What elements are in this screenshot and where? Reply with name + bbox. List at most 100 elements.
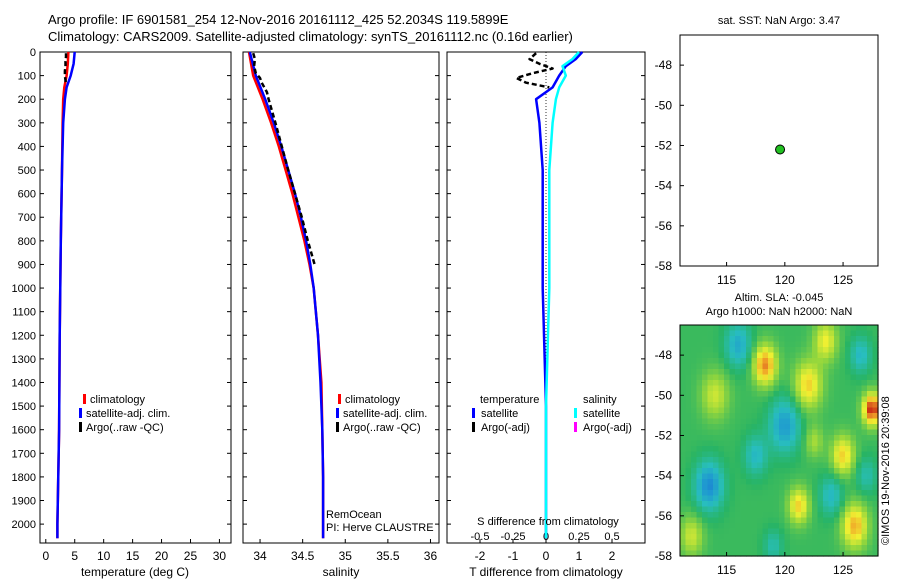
heatmap-cell [823, 440, 830, 447]
heatmap-cell [867, 330, 874, 337]
heatmap-cell [872, 330, 879, 337]
heatmap-cell [823, 534, 830, 541]
heatmap-cell [779, 457, 786, 464]
heatmap-cell [696, 473, 703, 480]
heatmap-cell [680, 495, 687, 502]
heatmap-cell [790, 462, 797, 469]
y-tick-label: 200 [18, 94, 36, 106]
heatmap-cell [812, 440, 819, 447]
heatmap-cell [713, 352, 720, 359]
heatmap-cell [729, 490, 736, 497]
heatmap-cell [740, 402, 747, 409]
difference-legend: temperature salinity satellite Argo(-adj… [472, 394, 632, 434]
heatmap-cell [856, 402, 863, 409]
heatmap-cell [762, 407, 769, 414]
heatmap-cell [845, 330, 852, 337]
heatmap-cell [724, 407, 731, 414]
heatmap-cell [823, 347, 830, 354]
heatmap-cell [740, 336, 747, 343]
heatmap-cell [713, 429, 720, 436]
heatmap-cell [790, 534, 797, 541]
heatmap-cell [872, 468, 879, 475]
heatmap-cell [872, 341, 879, 348]
heatmap-cell [757, 435, 764, 442]
heatmap-cell [746, 479, 753, 486]
heatmap-cell [806, 418, 813, 425]
heatmap-cell [823, 374, 830, 381]
heatmap-cell [740, 418, 747, 425]
heatmap-cell [691, 457, 698, 464]
heatmap-cell [834, 528, 841, 535]
sla-y-tick-label: -58 [655, 549, 673, 563]
heatmap-cell [691, 429, 698, 436]
heatmap-cell [845, 462, 852, 469]
heatmap-cell [828, 462, 835, 469]
heatmap-cell [718, 446, 725, 453]
heatmap-cell [707, 473, 714, 480]
heatmap-cell [729, 501, 736, 508]
heatmap-cell [746, 330, 753, 337]
heatmap-cell [746, 402, 753, 409]
heatmap-cell [817, 523, 824, 530]
heatmap-cell [768, 435, 775, 442]
heatmap-cell [713, 451, 720, 458]
heatmap-cell [806, 413, 813, 420]
heatmap-cell [861, 341, 868, 348]
heatmap-cell [773, 484, 780, 491]
heatmap-cell [696, 512, 703, 519]
heatmap-cell [856, 517, 863, 524]
legend-argo: Argo(..raw -QC) [86, 422, 164, 434]
heatmap-cell [856, 468, 863, 475]
heatmap-cell [691, 473, 698, 480]
heatmap-cell [801, 391, 808, 398]
heatmap-cell [817, 451, 824, 458]
heatmap-cell [762, 484, 769, 491]
heatmap-cell [707, 440, 714, 447]
heatmap-cell [850, 495, 857, 502]
heatmap-cell [685, 330, 692, 337]
heatmap-cell [685, 402, 692, 409]
heatmap-cell [823, 468, 830, 475]
heatmap-cell [735, 369, 742, 376]
heatmap-cell [680, 369, 687, 376]
heatmap-cell [762, 330, 769, 337]
heatmap-cell [702, 468, 709, 475]
heatmap-cell [817, 369, 824, 376]
heatmap-cell [729, 402, 736, 409]
heatmap-cell [806, 501, 813, 508]
heatmap-cell [801, 534, 808, 541]
heatmap-cell [845, 418, 852, 425]
heatmap-cell [828, 407, 835, 414]
heatmap-cell [795, 413, 802, 420]
heatmap-cell [790, 347, 797, 354]
heatmap-cell [751, 358, 758, 365]
heatmap-cell [691, 418, 698, 425]
heatmap-cell [768, 479, 775, 486]
heatmap-cell [746, 545, 753, 552]
heatmap-cell [872, 424, 879, 431]
heatmap-cell [762, 385, 769, 392]
heatmap-cell [702, 352, 709, 359]
heatmap-cell [768, 545, 775, 552]
heatmap-cell [718, 457, 725, 464]
heatmap-cell [817, 539, 824, 546]
heatmap-cell [696, 352, 703, 359]
heatmap-cell [795, 407, 802, 414]
heatmap-cell [817, 440, 824, 447]
heatmap-cell [812, 413, 819, 420]
heatmap-cell [740, 363, 747, 370]
heatmap-cell [707, 396, 714, 403]
heatmap-cell [828, 341, 835, 348]
heatmap-cell [768, 358, 775, 365]
heatmap-cell [779, 336, 786, 343]
heatmap-cell [746, 523, 753, 530]
heatmap-cell [812, 457, 819, 464]
heatmap-cell [845, 429, 852, 436]
heatmap-cell [812, 495, 819, 502]
heatmap-cell [702, 341, 709, 348]
heatmap-cell [691, 506, 698, 513]
heatmap-cell [867, 501, 874, 508]
heatmap-cell [834, 435, 841, 442]
heatmap-cell [680, 347, 687, 354]
heatmap-cell [718, 429, 725, 436]
